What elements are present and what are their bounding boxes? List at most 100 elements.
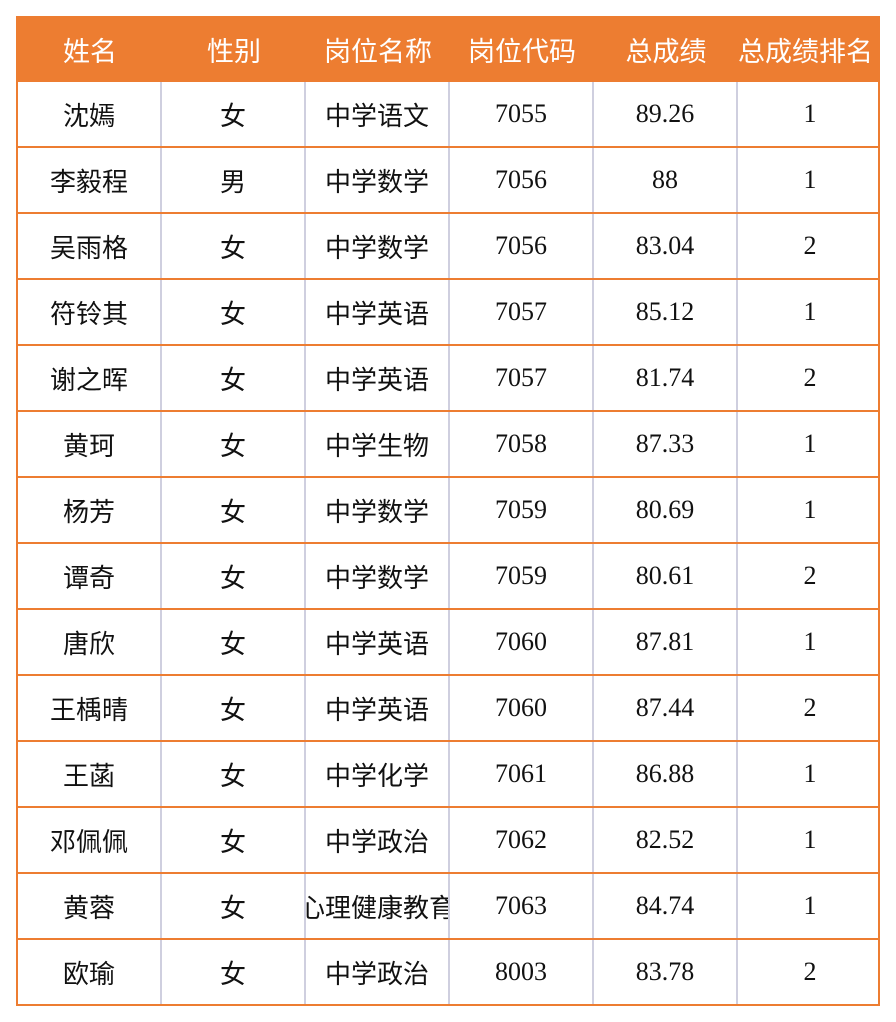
cell-rank: 2 [738, 346, 882, 410]
cell-text: 7059 [495, 561, 547, 590]
cell-rank: 1 [738, 478, 882, 542]
cell-position-code: 7062 [450, 808, 594, 872]
cell-text: 黄蓉 [62, 893, 115, 923]
table-row: 李毅程 男 中学数学 7056 88 1 [18, 148, 878, 214]
cell-name: 谭奇 [18, 544, 162, 608]
cell-text: 中学数学 [324, 563, 429, 593]
cell-text: 女 [219, 365, 246, 395]
header-label: 岗位代码 [468, 36, 576, 67]
cell-gender: 女 [162, 214, 306, 278]
cell-text: 女 [219, 101, 246, 131]
cell-text: 女 [219, 629, 246, 659]
table-row: 黄蓉 女 心理健康教育 7063 84.74 1 [18, 874, 878, 940]
cell-text: 7056 [495, 231, 547, 260]
cell-total-score: 81.74 [594, 346, 738, 410]
cell-rank: 1 [738, 742, 882, 806]
cell-total-score: 84.74 [594, 874, 738, 938]
cell-total-score: 88 [594, 148, 738, 212]
cell-position-name: 中学生物 [306, 412, 450, 476]
cell-text: 唐欣 [62, 629, 115, 659]
cell-position-name: 中学数学 [306, 214, 450, 278]
cell-text: 87.81 [635, 627, 695, 656]
cell-position-code: 7059 [450, 544, 594, 608]
cell-text: 沈嫣 [62, 101, 115, 131]
cell-gender: 女 [162, 478, 306, 542]
cell-total-score: 87.44 [594, 676, 738, 740]
cell-text: 邓佩佩 [49, 827, 128, 857]
cell-text: 7061 [495, 759, 547, 788]
cell-text: 83.04 [635, 231, 695, 260]
header-label: 总成绩排名 [738, 36, 873, 67]
cell-text: 王楀晴 [49, 695, 128, 725]
header-total-score: 总成绩 [594, 16, 738, 82]
results-table: 姓名 性别 岗位名称 岗位代码 总成绩 总成绩排名 沈嫣女中学语文 7055 89.26 1 李毅… [16, 16, 880, 1006]
cell-rank: 1 [738, 412, 882, 476]
cell-text: 女 [219, 299, 246, 329]
cell-name: 沈嫣 [18, 82, 162, 146]
cell-text: 谢之晖 [49, 365, 128, 395]
cell-name: 黄蓉 [18, 874, 162, 938]
cell-rank: 1 [738, 808, 882, 872]
header-rank: 总成绩排名 [738, 16, 882, 82]
header-label: 性别 [207, 36, 261, 67]
table-row: 唐欣 女 中学英语 7060 87.81 1 [18, 610, 878, 676]
cell-position-code: 7063 [450, 874, 594, 938]
cell-text: 82.52 [635, 825, 695, 854]
cell-text: 80.69 [635, 495, 695, 524]
cell-text: 女 [219, 959, 246, 989]
cell-rank: 2 [738, 214, 882, 278]
cell-text: 2 [803, 363, 817, 392]
cell-text: 中学数学 [324, 233, 429, 263]
cell-text: 81.74 [635, 363, 695, 392]
cell-position-name: 中学英语 [306, 280, 450, 344]
cell-position-code: 7060 [450, 676, 594, 740]
cell-text: 欧瑜 [62, 959, 115, 989]
cell-text: 83.78 [635, 957, 695, 986]
cell-text: 1 [803, 429, 817, 458]
cell-text: 中学数学 [324, 497, 429, 527]
cell-text: 87.33 [635, 429, 695, 458]
cell-text: 2 [803, 693, 817, 722]
cell-position-code: 7055 [450, 82, 594, 146]
cell-text: 1 [803, 297, 817, 326]
cell-rank: 1 [738, 874, 882, 938]
cell-total-score: 86.88 [594, 742, 738, 806]
cell-text: 中学生物 [324, 431, 429, 461]
cell-gender: 女 [162, 82, 306, 146]
cell-text: 1 [803, 627, 817, 656]
cell-text: 7060 [495, 627, 547, 656]
table-row: 邓佩佩 女 中学政治 7062 82.52 1 [18, 808, 878, 874]
cell-text: 女 [219, 893, 246, 923]
cell-text: 女 [219, 563, 246, 593]
cell-name: 邓佩佩 [18, 808, 162, 872]
cell-name: 符铃其 [18, 280, 162, 344]
cell-name: 吴雨格 [18, 214, 162, 278]
cell-total-score: 83.78 [594, 940, 738, 1004]
cell-position-name: 中学数学 [306, 148, 450, 212]
cell-text: 89.26 [635, 99, 695, 128]
cell-text: 1 [803, 495, 817, 524]
cell-text: 7060 [495, 693, 547, 722]
cell-gender: 女 [162, 808, 306, 872]
cell-text: 李毅程 [49, 167, 128, 197]
cell-text: 1 [803, 99, 817, 128]
table-row: 沈嫣 女 中学语文 7055 89.26 1 [18, 82, 878, 148]
cell-position-name: 中学政治 [306, 940, 450, 1004]
cell-position-code: 7060 [450, 610, 594, 674]
cell-position-code: 8003 [450, 940, 594, 1004]
cell-text: 1 [803, 825, 817, 854]
table-row: 吴雨格 女 中学数学 7056 83.04 2 [18, 214, 878, 280]
cell-position-name: 中学化学 [306, 742, 450, 806]
cell-text: 心理健康教育 [306, 893, 450, 923]
cell-text: 女 [219, 431, 246, 461]
cell-gender: 女 [162, 610, 306, 674]
cell-name: 李毅程 [18, 148, 162, 212]
cell-gender: 女 [162, 676, 306, 740]
cell-text: 中学英语 [324, 365, 429, 395]
cell-name: 杨芳 [18, 478, 162, 542]
cell-text: 7056 [495, 165, 547, 194]
cell-position-name: 中学数学 [306, 544, 450, 608]
cell-text: 女 [219, 695, 246, 725]
cell-text: 7062 [495, 825, 547, 854]
table-row: 谢之晖 女 中学英语 7057 81.74 2 [18, 346, 878, 412]
